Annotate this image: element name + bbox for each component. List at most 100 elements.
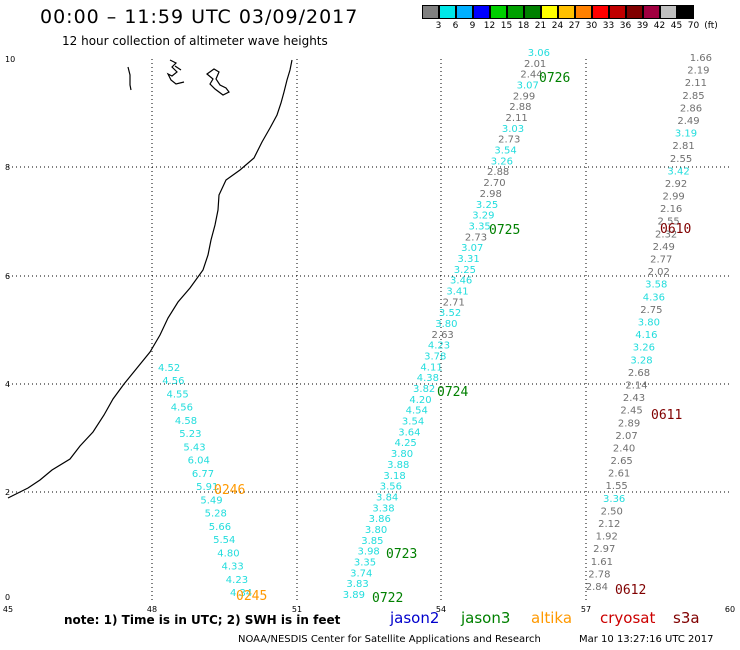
wave-height-value: 3.98 bbox=[358, 547, 380, 558]
wave-height-value: 2.12 bbox=[598, 519, 620, 530]
pass-time-label: 0726 bbox=[539, 71, 570, 86]
wave-height-value: 3.18 bbox=[383, 471, 405, 482]
wave-height-value: 4.52 bbox=[158, 363, 180, 374]
map-grid bbox=[8, 59, 730, 601]
wave-height-value: 4.16 bbox=[635, 330, 657, 341]
wave-height-value: 4.23 bbox=[428, 341, 450, 352]
colorbar-swatch bbox=[626, 5, 643, 19]
wave-height-value: 5.66 bbox=[209, 522, 231, 533]
wave-height-value: 3.56 bbox=[380, 482, 402, 493]
satellite-legend-s3a: s3a bbox=[673, 609, 700, 627]
wave-height-value: 3.84 bbox=[376, 492, 398, 503]
colorbar-swatch bbox=[575, 5, 592, 19]
x-tick-label: 57 bbox=[581, 605, 591, 614]
wave-height-value: 2.75 bbox=[640, 305, 662, 316]
coastline bbox=[7, 59, 293, 499]
wave-height-value: 3.35 bbox=[469, 221, 491, 232]
wave-height-value: 4.23 bbox=[226, 575, 248, 586]
colorbar-swatch bbox=[524, 5, 541, 19]
colorbar-unit: (ft) bbox=[704, 21, 718, 31]
colorbar-label: 33 bbox=[602, 21, 615, 31]
wave-height-value: 3.58 bbox=[645, 280, 667, 291]
wave-height-value: 2.77 bbox=[650, 255, 672, 266]
wave-height-value: 3.78 bbox=[424, 352, 446, 363]
colorbar-label: 42 bbox=[653, 21, 666, 31]
wave-height-value: 3.85 bbox=[361, 536, 383, 547]
colorbar-swatch bbox=[558, 5, 575, 19]
wave-height-value: 3.80 bbox=[435, 319, 457, 330]
wave-height-value: 2.55 bbox=[670, 154, 692, 165]
wave-height-value: 2.70 bbox=[483, 178, 505, 189]
wave-height-value: 1.55 bbox=[606, 481, 628, 492]
wave-height-value: 2.61 bbox=[608, 469, 630, 480]
y-tick-label: 4 bbox=[5, 380, 10, 389]
wave-height-value: 3.28 bbox=[630, 355, 652, 366]
wave-height-value: 2.11 bbox=[685, 78, 707, 89]
wave-height-value: 4.55 bbox=[167, 390, 189, 401]
wave-height-value: 2.65 bbox=[611, 456, 633, 467]
pass-time-label: 0725 bbox=[489, 223, 520, 238]
wave-height-value: 2.40 bbox=[613, 444, 635, 455]
x-tick-label: 45 bbox=[3, 605, 13, 614]
wave-height-value: 2.02 bbox=[648, 267, 670, 278]
y-tick-label: 0 bbox=[5, 593, 10, 602]
wave-height-value: 2.43 bbox=[623, 393, 645, 404]
colorbar-swatch bbox=[643, 5, 660, 19]
wave-height-value: 4.38 bbox=[417, 373, 439, 384]
colorbar-swatch bbox=[541, 5, 558, 19]
colorbar-label: 3 bbox=[435, 21, 442, 31]
colorbar-label: 30 bbox=[585, 21, 598, 31]
wave-height-value: 6.77 bbox=[192, 469, 214, 480]
colorbar-label: 9 bbox=[469, 21, 476, 31]
colorbar-swatch bbox=[592, 5, 609, 19]
x-tick-label: 48 bbox=[147, 605, 157, 614]
wave-height-value: 1.61 bbox=[591, 557, 613, 568]
wave-height-value: 3.35 bbox=[354, 558, 376, 569]
wave-height-value: 2.68 bbox=[628, 368, 650, 379]
wave-height-value: 3.89 bbox=[343, 590, 365, 601]
wave-height-value: 3.07 bbox=[517, 81, 539, 92]
wave-height-value: 2.01 bbox=[524, 59, 546, 70]
wave-height-value: 5.91 bbox=[196, 482, 218, 493]
altimeter-tracks: 4.52 4.56 4.55 4.56 4.58 5.23 5.43 6.04 6.77 5.91… bbox=[158, 48, 712, 601]
wave-height-value: 2.73 bbox=[498, 135, 520, 146]
colorbar-swatch bbox=[456, 5, 473, 19]
colorbar-swatch bbox=[422, 5, 439, 19]
wave-height-value: 5.43 bbox=[183, 442, 205, 453]
wave-height-value: 3.80 bbox=[365, 525, 387, 536]
wave-height-value: 4.56 bbox=[171, 403, 193, 414]
wave-height-value: 2.44 bbox=[520, 70, 542, 81]
timestamp: Mar 10 13:27:16 UTC 2017 bbox=[579, 634, 714, 645]
wave-height-value: 2.49 bbox=[677, 116, 699, 127]
wave-height-value: 3.52 bbox=[439, 308, 461, 319]
wave-height-value: 3.86 bbox=[369, 514, 391, 525]
wave-height-value: 3.26 bbox=[491, 156, 513, 167]
wave-height-value: 1.92 bbox=[596, 532, 618, 543]
wave-height-value: 2.85 bbox=[682, 91, 704, 102]
wave-height-value: 2.89 bbox=[618, 418, 640, 429]
wave-height-value: 2.88 bbox=[509, 102, 531, 113]
wave-height-value: 2.92 bbox=[665, 179, 687, 190]
wave-height-value: 6.04 bbox=[188, 456, 210, 467]
colorbar-label: 70 bbox=[687, 21, 700, 31]
pass-time-label: 0722 bbox=[372, 591, 403, 606]
wave-height-value: 4.25 bbox=[395, 438, 417, 449]
x-tick-label: 60 bbox=[725, 605, 735, 614]
wave-height-value: 3.42 bbox=[667, 166, 689, 177]
wave-height-value: 4.34 bbox=[230, 588, 252, 599]
wave-height-value: 5.49 bbox=[200, 495, 222, 506]
wave-height-value: 3.83 bbox=[346, 579, 368, 590]
wave-height-value: 5.28 bbox=[205, 509, 227, 520]
colorbar-label: 15 bbox=[500, 21, 513, 31]
pass-time-label: 0611 bbox=[651, 408, 682, 423]
wave-height-value: 2.32 bbox=[655, 229, 677, 240]
colorbar-label: 27 bbox=[568, 21, 581, 31]
wave-height-value: 2.11 bbox=[506, 113, 528, 124]
wave-height-value: 4.54 bbox=[406, 406, 428, 417]
wave-height-value: 5.54 bbox=[213, 535, 235, 546]
wave-height-value: 3.19 bbox=[675, 129, 697, 140]
wave-height-value: 3.88 bbox=[387, 460, 409, 471]
wave-height-value: 3.82 bbox=[413, 384, 435, 395]
